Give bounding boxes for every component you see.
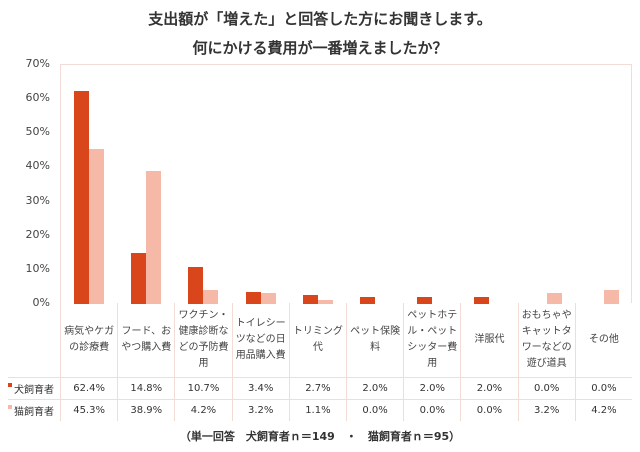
legend-swatch bbox=[8, 383, 12, 387]
cat-bar bbox=[203, 289, 219, 304]
dog-bar bbox=[245, 292, 261, 304]
y-tick-label: 10% bbox=[25, 261, 50, 275]
category-label: 病気やケガの診療費 bbox=[60, 303, 117, 377]
y-tick-label: 0% bbox=[32, 296, 50, 309]
chart-subtitle: 何にかける費用が一番増えましたか？ bbox=[192, 39, 448, 57]
dog-bar bbox=[188, 267, 204, 304]
category-label: ワクチン・健康診断などの予防費用 bbox=[174, 303, 231, 377]
data-label: 14.8% bbox=[117, 377, 175, 399]
data-label: 0.0% bbox=[460, 399, 518, 421]
category-label: フード、おやつ購入費 bbox=[117, 303, 174, 377]
dog-bar bbox=[131, 253, 147, 304]
data-label: 0.0% bbox=[403, 399, 461, 421]
data-label: 3.2% bbox=[517, 399, 575, 421]
cat-bar bbox=[603, 289, 619, 304]
cat-bar bbox=[260, 293, 276, 304]
data-label: 4.2% bbox=[174, 399, 232, 421]
legend-item: 猫飼育者 bbox=[8, 399, 60, 421]
legend-label: 猫飼育者 bbox=[14, 407, 54, 418]
data-label: 45.3% bbox=[60, 399, 118, 421]
dog-bar bbox=[360, 297, 375, 304]
data-label: 2.0% bbox=[460, 377, 518, 399]
y-tick-label: 40% bbox=[25, 159, 50, 173]
data-label: 4.2% bbox=[574, 399, 632, 421]
y-tick-label: 60% bbox=[25, 91, 50, 105]
data-label: 38.9% bbox=[117, 399, 175, 421]
data-label: 3.2% bbox=[231, 399, 289, 421]
cat-bar bbox=[89, 149, 104, 304]
category-label: おもちゃやキャットタワーなどの遊び道具 bbox=[517, 303, 575, 377]
chart-title: 支出額が「増えた」と回答した方にお聞きします。 bbox=[148, 10, 492, 28]
cat-bar bbox=[317, 300, 333, 304]
dog-bar bbox=[74, 90, 89, 304]
y-tick-label: 30% bbox=[25, 193, 50, 207]
data-label: 2.0% bbox=[403, 377, 461, 399]
dog-bar bbox=[417, 297, 433, 304]
y-tick-label: 70% bbox=[25, 57, 50, 70]
data-label: 0.0% bbox=[574, 377, 632, 399]
category-label: ペットホテル・ペットシッター費用 bbox=[403, 303, 460, 377]
footnote: （単一回答 犬飼育者ｎ＝149 ・ 猫飼育者ｎ＝95） bbox=[179, 430, 461, 443]
legend-label: 犬飼育者 bbox=[14, 385, 54, 396]
category-label: ペット保険料 bbox=[346, 303, 403, 377]
data-label: 0.0% bbox=[346, 399, 404, 421]
category-label: 洋服代 bbox=[460, 303, 517, 377]
category-label: トリミング代 bbox=[288, 303, 346, 377]
dog-bar bbox=[474, 297, 490, 304]
dog-bar bbox=[302, 294, 318, 304]
y-tick-label: 50% bbox=[25, 125, 50, 139]
legend-item: 犬飼育者 bbox=[8, 377, 60, 399]
data-label: 1.1% bbox=[288, 399, 346, 421]
legend-swatch bbox=[8, 405, 12, 409]
data-label: 3.4% bbox=[231, 377, 289, 399]
cat-bar bbox=[146, 171, 162, 304]
data-label: 2.7% bbox=[288, 377, 346, 399]
y-tick-label: 20% bbox=[25, 227, 50, 241]
plot-area bbox=[60, 64, 632, 304]
data-label: 0.0% bbox=[517, 377, 575, 399]
category-label: その他 bbox=[574, 303, 632, 377]
data-label: 62.4% bbox=[60, 377, 118, 399]
data-label: 2.0% bbox=[346, 377, 404, 399]
category-label: トイレシーツなどの日用品購入費 bbox=[231, 303, 289, 377]
cat-bar bbox=[546, 293, 562, 304]
data-label: 10.7% bbox=[174, 377, 232, 399]
